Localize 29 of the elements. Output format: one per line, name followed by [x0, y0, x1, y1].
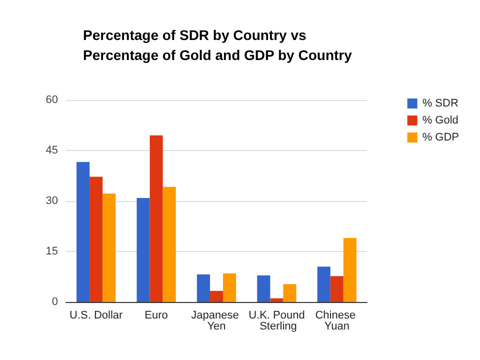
legend-label: % SDR: [422, 98, 458, 110]
x-tick-label: Chinese Yuan: [315, 310, 359, 332]
bar: [162, 186, 176, 302]
bar: [150, 135, 163, 302]
y-tick-label: 30: [46, 195, 58, 207]
bar: [270, 298, 284, 302]
legend-label: % Gold: [422, 114, 458, 126]
x-tick-label: U.K. Pound Sterling: [248, 310, 305, 332]
bar: [102, 194, 116, 302]
legend-label: % GDP: [422, 132, 460, 144]
x-tick-label: U.S. Dollar: [70, 310, 124, 322]
y-tick-label: 60: [46, 94, 58, 106]
chart-title: Percentage of SDR by Country vs Percentage of Gold and GDP by Country: [83, 27, 352, 63]
y-tick-label: 0: [52, 296, 58, 308]
y-tick-label: 45: [46, 144, 58, 156]
bar: [210, 290, 224, 302]
bar: [196, 274, 210, 302]
bar: [136, 198, 150, 302]
bar: [223, 273, 236, 302]
x-tick-label: Japanese Yen: [191, 310, 242, 332]
bar: [90, 176, 103, 302]
x-tick-label: Euro: [144, 310, 168, 322]
bar: [76, 162, 90, 302]
bar: [283, 284, 296, 302]
y-tick-label: 15: [46, 246, 58, 258]
bar: [330, 276, 344, 302]
bar: [343, 238, 356, 302]
bar: [257, 275, 270, 302]
bar: [317, 266, 330, 302]
